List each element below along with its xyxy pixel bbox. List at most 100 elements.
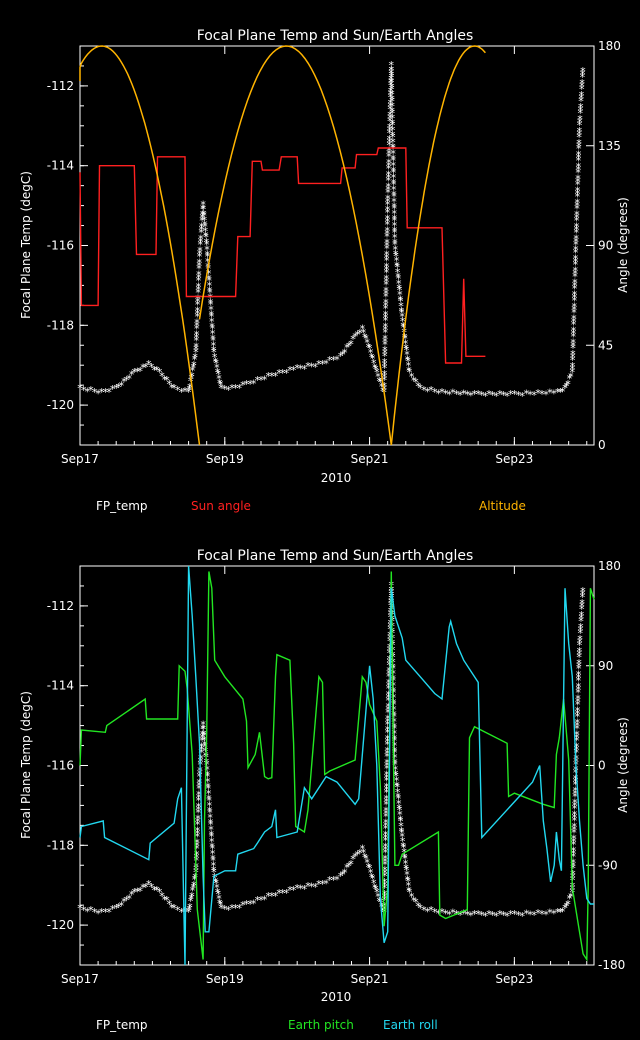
fp-temp-point: *	[574, 729, 580, 742]
fp-temp-point: *	[400, 835, 406, 848]
fp-temp-point: *	[380, 385, 386, 398]
fp-temp-point: *	[213, 875, 219, 888]
right-tick-label: 0	[598, 759, 606, 773]
fp-temp-point: *	[384, 783, 390, 796]
fp-temp-point: *	[204, 768, 210, 781]
fp-temp-point: *	[391, 189, 397, 202]
fp-temp-point: *	[443, 907, 449, 920]
fp-temp-point: *	[210, 322, 216, 335]
fp-temp-point: *	[574, 744, 580, 757]
fp-temp-point: *	[258, 374, 264, 387]
fp-temp-point: *	[392, 208, 398, 221]
fp-temp-point: *	[391, 692, 397, 705]
fp-temp-point: *	[562, 382, 568, 395]
fp-temp-point: *	[313, 361, 319, 374]
fp-temp-point: *	[386, 148, 392, 161]
fp-temp-point: *	[575, 179, 581, 192]
fp-temp-point: *	[205, 255, 211, 268]
fp-temp-point: *	[126, 373, 132, 386]
fp-temp-point: *	[575, 705, 581, 718]
altitude-arc	[79, 45, 201, 446]
fp-temp-point: *	[195, 812, 201, 825]
fp-temp-point: *	[390, 107, 396, 120]
fp-temp-point: *	[383, 275, 389, 288]
fp-temp-point: *	[95, 387, 101, 400]
fp-temp-point: *	[385, 704, 391, 717]
fp-temp-point: *	[576, 651, 582, 664]
fp-temp-point: *	[212, 871, 218, 884]
fp-temp-point: *	[208, 818, 214, 831]
fp-temp-point: *	[255, 894, 261, 907]
fp-temp-point: *	[201, 209, 207, 222]
fp-temp-point: *	[187, 381, 193, 394]
fp-temp-point: *	[394, 255, 400, 268]
fp-temp-point: *	[577, 125, 583, 138]
fp-temp-point: *	[280, 367, 286, 380]
fp-temp-point: *	[386, 671, 392, 684]
fp-temp-point: *	[483, 910, 489, 923]
fp-temp-point: *	[392, 227, 398, 240]
fp-temp-point: *	[196, 788, 202, 801]
fp-temp-point: *	[189, 370, 195, 383]
x-tick-label: Sep21	[351, 452, 389, 466]
fp-temp-point: *	[389, 76, 395, 89]
fp-temp-point: *	[391, 160, 397, 173]
fp-temp-point: *	[204, 759, 210, 772]
fp-temp-point: *	[461, 387, 467, 400]
fp-temp-point: *	[265, 370, 271, 383]
fp-temp-point: *	[573, 252, 579, 265]
fp-temp-point: *	[387, 133, 393, 146]
fp-temp-point: *	[192, 351, 198, 364]
fp-temp-point: *	[320, 878, 326, 891]
fp-temp-point: *	[208, 816, 214, 829]
left-tick-label: -118	[47, 838, 74, 852]
fp-temp-point: *	[578, 104, 584, 117]
fp-temp-point: *	[200, 203, 206, 216]
fp-temp-point: *	[368, 347, 374, 360]
fp-temp-point: *	[384, 748, 390, 761]
fp-temp-point: *	[384, 228, 390, 241]
fp-temp-point: *	[189, 890, 195, 903]
fp-temp-point: *	[192, 873, 198, 886]
fp-temp-point: *	[571, 844, 577, 857]
fp-temp-point: *	[382, 368, 388, 381]
fp-temp-point: *	[154, 364, 160, 377]
fp-temp-point: *	[384, 751, 390, 764]
fp-temp-point: *	[388, 73, 394, 86]
fp-temp-point: *	[194, 322, 200, 335]
fp-temp-point: *	[382, 335, 388, 348]
fp-temp-point: *	[390, 675, 396, 688]
fp-temp-point: *	[547, 386, 553, 399]
fp-temp-point: *	[568, 890, 574, 903]
fp-temp-point: *	[81, 904, 87, 917]
fp-temp-point: *	[565, 898, 571, 911]
fp-temp-point: *	[202, 739, 208, 752]
fp-temp-point: *	[384, 237, 390, 250]
fp-temp-point: *	[428, 904, 434, 917]
fp-temp-point: *	[577, 648, 583, 661]
fp-temp-point: *	[199, 732, 205, 745]
fp-temp-point: *	[229, 382, 235, 395]
fp-temp-point: *	[573, 775, 579, 788]
fp-temp-point: *	[383, 290, 389, 303]
fp-temp-point: *	[381, 900, 387, 913]
fp-temp-point: *	[575, 188, 581, 201]
fp-temp-point: *	[531, 909, 537, 922]
fp-temp-point: *	[222, 903, 228, 916]
fp-temp-point: *	[383, 828, 389, 841]
fp-temp-point: *	[164, 374, 170, 387]
fp-temp-point: *	[403, 337, 409, 350]
fp-temp-point: *	[535, 387, 541, 400]
fp-temp-point: *	[468, 910, 474, 923]
fp-temp-point: *	[576, 131, 582, 144]
fp-temp-point: *	[207, 291, 213, 304]
panel-sun-altitude: Focal Plane Temp and Sun/Earth Angles -1…	[19, 28, 630, 513]
fp-temp-point: *	[298, 883, 304, 896]
fp-temp-point: *	[387, 124, 393, 137]
fp-temp-point: *	[383, 296, 389, 309]
fp-temp-point: *	[385, 196, 391, 209]
fp-temp-point: *	[215, 366, 221, 379]
fp-temp-point: *	[465, 389, 471, 402]
fp-temp-point: *	[211, 864, 217, 877]
fp-temp-point: *	[195, 803, 201, 816]
